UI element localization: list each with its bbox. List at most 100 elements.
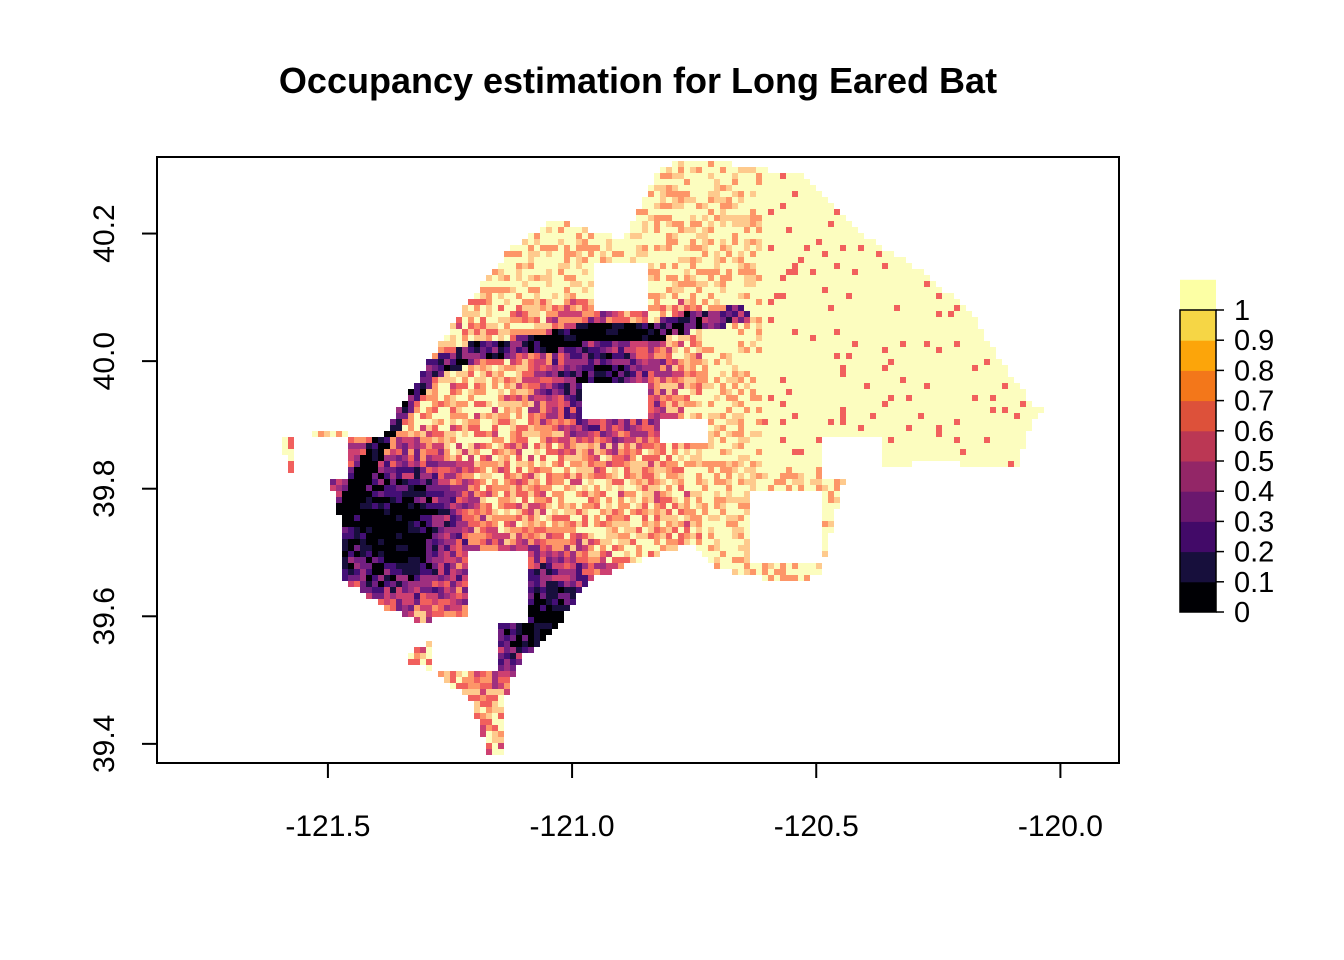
raster-cell bbox=[516, 365, 522, 371]
raster-cell bbox=[630, 479, 636, 485]
raster-cell bbox=[558, 581, 564, 587]
raster-cell bbox=[576, 227, 582, 233]
raster-cell bbox=[618, 497, 624, 503]
raster-cell bbox=[612, 509, 618, 515]
raster-cell bbox=[582, 545, 588, 551]
raster-cell bbox=[600, 473, 606, 479]
raster-cell bbox=[492, 359, 498, 365]
raster-cell bbox=[642, 467, 648, 473]
raster-cell bbox=[936, 377, 942, 383]
raster-cell bbox=[732, 173, 738, 179]
raster-cell bbox=[474, 443, 480, 449]
raster-cell bbox=[666, 245, 672, 251]
raster-cell bbox=[474, 389, 480, 395]
raster-cell bbox=[516, 539, 522, 545]
raster-cell bbox=[516, 257, 522, 263]
raster-cell bbox=[480, 497, 486, 503]
raster-cell bbox=[666, 467, 672, 473]
raster-cell bbox=[960, 395, 966, 401]
raster-cell bbox=[708, 209, 714, 215]
raster-cell bbox=[912, 269, 918, 275]
raster-cell bbox=[468, 323, 474, 329]
raster-cell bbox=[444, 335, 450, 341]
raster-cell bbox=[810, 203, 816, 209]
raster-cell bbox=[408, 533, 414, 539]
raster-cell bbox=[702, 209, 708, 215]
raster-cell bbox=[564, 581, 570, 587]
raster-cell bbox=[432, 503, 438, 509]
raster-cell bbox=[756, 413, 762, 419]
raster-cell bbox=[546, 305, 552, 311]
raster-cell bbox=[792, 191, 798, 197]
raster-cell bbox=[444, 371, 450, 377]
raster-cell bbox=[780, 215, 786, 221]
raster-cell bbox=[588, 419, 594, 425]
raster-cell bbox=[534, 473, 540, 479]
raster-cell bbox=[348, 533, 354, 539]
raster-cell bbox=[684, 371, 690, 377]
raster-cell bbox=[876, 287, 882, 293]
raster-cell bbox=[444, 443, 450, 449]
raster-cell bbox=[384, 545, 390, 551]
raster-cell bbox=[636, 485, 642, 491]
raster-cell bbox=[996, 449, 1002, 455]
raster-cell bbox=[630, 485, 636, 491]
raster-cell bbox=[588, 497, 594, 503]
raster-cell bbox=[474, 335, 480, 341]
raster-cell bbox=[606, 557, 612, 563]
raster-cell bbox=[756, 275, 762, 281]
raster-cell bbox=[600, 527, 606, 533]
raster-cell bbox=[462, 305, 468, 311]
raster-cell bbox=[540, 257, 546, 263]
raster-cell bbox=[660, 245, 666, 251]
raster-cell bbox=[390, 491, 396, 497]
raster-cell bbox=[876, 431, 882, 437]
raster-cell bbox=[456, 425, 462, 431]
raster-cell bbox=[672, 215, 678, 221]
raster-cell bbox=[432, 371, 438, 377]
raster-cell bbox=[606, 533, 612, 539]
raster-cell bbox=[702, 269, 708, 275]
raster-cell bbox=[696, 245, 702, 251]
raster-cell bbox=[852, 299, 858, 305]
raster-cell bbox=[768, 275, 774, 281]
raster-cell bbox=[360, 497, 366, 503]
raster-cell bbox=[702, 485, 708, 491]
raster-cell bbox=[858, 275, 864, 281]
raster-cell bbox=[918, 413, 924, 419]
raster-cell bbox=[354, 509, 360, 515]
raster-cell bbox=[702, 521, 708, 527]
raster-cell bbox=[744, 197, 750, 203]
raster-cell bbox=[528, 479, 534, 485]
raster-cell bbox=[492, 461, 498, 467]
raster-cell bbox=[852, 395, 858, 401]
raster-cell bbox=[528, 335, 534, 341]
raster-cell bbox=[894, 443, 900, 449]
raster-cell bbox=[630, 365, 636, 371]
raster-cell bbox=[918, 419, 924, 425]
raster-cell bbox=[528, 443, 534, 449]
raster-cell bbox=[612, 491, 618, 497]
raster-cell bbox=[780, 461, 786, 467]
raster-cell bbox=[444, 455, 450, 461]
raster-cell bbox=[486, 497, 492, 503]
raster-cell bbox=[804, 413, 810, 419]
raster-cell bbox=[702, 191, 708, 197]
raster-cell bbox=[516, 299, 522, 305]
raster-cell bbox=[768, 359, 774, 365]
raster-cell bbox=[420, 545, 426, 551]
raster-cell bbox=[372, 521, 378, 527]
raster-cell bbox=[870, 377, 876, 383]
raster-cell bbox=[786, 443, 792, 449]
raster-cell bbox=[444, 563, 450, 569]
raster-cell bbox=[408, 587, 414, 593]
raster-cell bbox=[714, 209, 720, 215]
raster-cell bbox=[624, 533, 630, 539]
raster-cell bbox=[654, 221, 660, 227]
raster-cell bbox=[516, 305, 522, 311]
raster-cell bbox=[894, 461, 900, 467]
raster-cell bbox=[576, 515, 582, 521]
raster-cell bbox=[816, 221, 822, 227]
raster-cell bbox=[378, 485, 384, 491]
raster-cell bbox=[552, 317, 558, 323]
